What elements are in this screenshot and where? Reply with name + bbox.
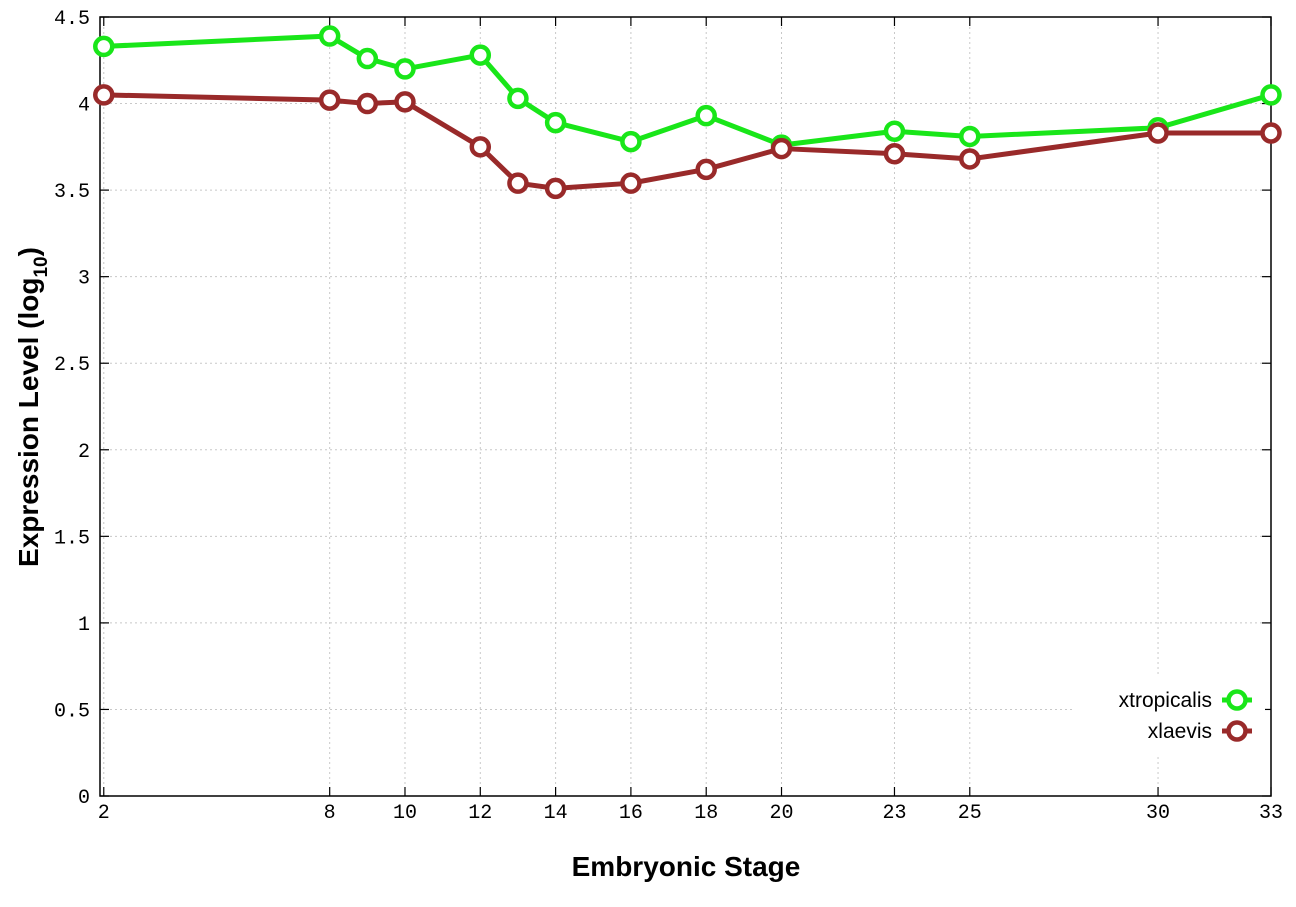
legend: xtropicalis xlaevis: [1075, 676, 1265, 754]
plot-frame: [99, 16, 1272, 797]
data-point-xlaevis: [318, 89, 341, 111]
y-tick-label: 1: [78, 614, 90, 637]
y-tick-labels: 0 0.5 1 1.5 2 2.5 3 3.5 4 4.5: [54, 8, 90, 810]
x-tick-label: 23: [882, 802, 906, 825]
x-tick-label: 25: [958, 802, 982, 825]
data-point-xtropicalis: [959, 125, 981, 148]
x-tick-label: 10: [393, 802, 417, 825]
y-axis-title-subscript: 10: [31, 256, 52, 277]
data-point-xlaevis: [695, 158, 717, 181]
series-xlaevis: [93, 84, 1282, 200]
data-point-xtropicalis: [1260, 84, 1282, 106]
y-tick-label: 2.5: [54, 354, 90, 377]
data-point-xtropicalis: [394, 58, 416, 80]
data-point-xlaevis: [356, 92, 379, 115]
data-point-xtropicalis: [93, 35, 115, 58]
x-tick-label: 12: [468, 802, 492, 825]
data-point-xtropicalis: [695, 104, 717, 127]
y-tick-label: 3: [78, 268, 90, 291]
data-point-xtropicalis: [469, 44, 492, 66]
x-axis-title: Embryonic Stage: [572, 851, 801, 882]
tick-marks: [100, 16, 1272, 797]
y-tick-label: 0: [78, 787, 90, 810]
legend-swatch-marker-xlaevis: [1226, 720, 1248, 742]
data-point-xlaevis: [544, 177, 567, 200]
data-point-xlaevis: [394, 91, 416, 113]
data-point-xlaevis: [770, 137, 793, 160]
data-point-xtropicalis: [356, 47, 379, 70]
data-point-xlaevis: [469, 136, 492, 158]
x-tick-label: 20: [770, 802, 794, 825]
data-point-xtropicalis: [544, 111, 567, 134]
x-tick-label: 14: [544, 802, 568, 825]
legend-label-xlaevis: xlaevis: [1148, 720, 1212, 743]
x-tick-label: 2: [98, 802, 110, 825]
series-layer: [93, 25, 1282, 200]
y-axis-title: Expression Level (log10): [13, 247, 52, 567]
data-point-xlaevis: [507, 172, 529, 194]
x-tick-labels: 2 8 10 12 14 16 18 20 23 25 30 33: [98, 802, 1283, 825]
data-point-xlaevis: [620, 172, 642, 194]
y-tick-label: 0.5: [54, 700, 90, 723]
y-tick-label: 2: [78, 441, 90, 464]
data-point-xlaevis: [1260, 122, 1282, 144]
data-point-xlaevis: [93, 84, 115, 106]
y-axis-title-close: ): [13, 247, 44, 256]
legend-swatch-marker-xtropicalis: [1226, 689, 1248, 711]
data-point-xtropicalis: [620, 130, 642, 153]
data-point-xlaevis: [883, 143, 906, 165]
x-tick-label: 8: [324, 802, 336, 825]
data-point-xtropicalis: [507, 87, 529, 110]
x-tick-label: 16: [619, 802, 643, 825]
x-tick-label: 33: [1259, 802, 1283, 825]
data-point-xlaevis: [959, 148, 981, 170]
data-point-xtropicalis: [318, 25, 341, 47]
legend-label-xtropicalis: xtropicalis: [1119, 689, 1212, 712]
y-tick-label: 4: [78, 95, 90, 118]
x-tick-label: 18: [694, 802, 718, 825]
y-axis-title-main: Expression Level (log: [13, 278, 44, 567]
data-point-xtropicalis: [883, 120, 906, 143]
x-tick-label: 30: [1146, 802, 1170, 825]
data-point-xlaevis: [1147, 122, 1169, 144]
y-tick-label: 4.5: [54, 8, 90, 31]
y-tick-label: 3.5: [54, 181, 90, 204]
y-tick-label: 1.5: [54, 527, 90, 550]
